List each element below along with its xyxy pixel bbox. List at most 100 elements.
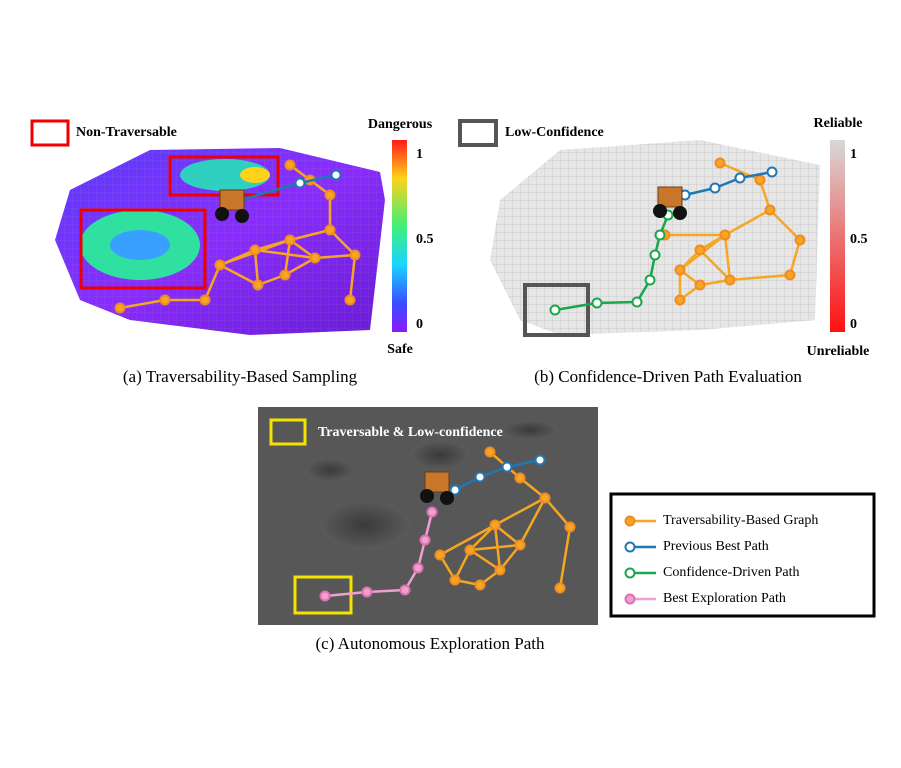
legend-label: Traversable & Low-confidence [318,425,503,440]
graph-edge [299,173,337,185]
graph-node [344,294,356,306]
legend-items: Traversability-Based Graph Previous Best … [624,513,818,606]
graph-edge [253,249,260,286]
graph-node [564,521,576,533]
graph-edge [324,590,368,598]
graph-node [426,506,438,518]
legend-label: Low-Confidence [505,125,604,140]
graph-node [279,269,291,281]
graph-node [654,229,666,241]
robot-wheel [420,489,434,503]
legend-label: Confidence-Driven Path [663,565,799,580]
graph-node [474,471,486,483]
graph-node [709,182,721,194]
graph-edge [283,239,292,276]
graph-edge [348,254,357,301]
graph-node [484,446,496,458]
crater [502,420,558,440]
low-confidence-box [293,575,353,615]
graph-edge [769,209,801,241]
graph-edge [723,234,732,281]
graph-node [412,562,424,574]
graph-node [199,294,211,306]
robot-wheel [235,209,249,223]
legend-label: Best Exploration Path [663,591,786,606]
graph-edge [329,229,356,256]
legend-box [30,119,70,147]
graph-edge [219,263,259,287]
hazard [110,230,170,260]
graph-node [252,279,264,291]
graph-node [674,294,686,306]
colorbar-tick: 1 [850,147,857,162]
colorbar-top: Reliable [814,116,863,131]
graph-node [319,590,331,602]
colorbar-tick: 0 [850,317,857,332]
colorbar-top: Dangerous [368,117,433,132]
graph-node [649,249,661,261]
graph-node [214,259,226,271]
legend [609,492,876,618]
graph-node [159,294,171,306]
graph-edge [439,523,496,557]
robot-body [657,186,683,208]
robot-wheel [215,207,229,221]
hazard [240,167,270,183]
caption: (b) Confidence-Driven Path Evaluation [534,367,802,386]
crater [320,500,410,550]
graph-node [361,586,373,598]
legend-label: Non-Traversable [76,125,177,140]
graph-node [449,484,461,496]
graph-edge [724,208,771,237]
graph-edge [558,526,572,589]
graph-node [419,534,431,546]
graph-node [309,252,321,264]
graph-node [434,549,446,561]
graph-node [734,172,746,184]
legend-marker [624,593,636,605]
graph-node [489,519,501,531]
robot-body [219,189,245,211]
graph-node [501,461,513,473]
legend-box [269,418,307,446]
graph-node [514,539,526,551]
caption: (c) Autonomous Exploration Path [315,634,545,653]
colorbar [830,140,845,332]
graph-edge [314,253,356,260]
graph-edge [284,256,316,277]
graph-node [474,579,486,591]
graph-node [549,304,561,316]
graph-node [591,297,603,309]
graph-edge [469,524,496,551]
crater [410,440,470,470]
graph-edge [289,228,331,242]
colorbar-bottom: Safe [387,342,413,357]
graph-edge [554,301,598,312]
caption: (a) Traversability-Based Sampling [123,367,358,386]
graph-node [539,492,551,504]
graph-edge [453,549,472,581]
graph-edge [506,458,541,469]
colorbar-bottom: Unreliable [807,344,870,359]
graph-node [494,564,506,576]
graph-edge [494,496,546,527]
graph-node [249,244,261,256]
graph-node [449,574,461,586]
graph-edge [729,273,791,282]
colorbar-tick: 0.5 [416,232,434,247]
graph-edge [469,543,521,552]
graph-node [694,244,706,256]
graph-node [724,274,736,286]
graph-node [284,159,296,171]
legend-label: Traversability-Based Graph [663,513,818,528]
colorbar [392,140,407,332]
graph-edge [699,249,731,281]
robot-wheel [653,204,667,218]
graph-node [324,224,336,236]
robot-wheel [440,491,454,505]
graph-node [294,177,306,189]
graph-node [766,166,778,178]
graph-edge [719,161,761,182]
graph-edge [119,298,166,310]
